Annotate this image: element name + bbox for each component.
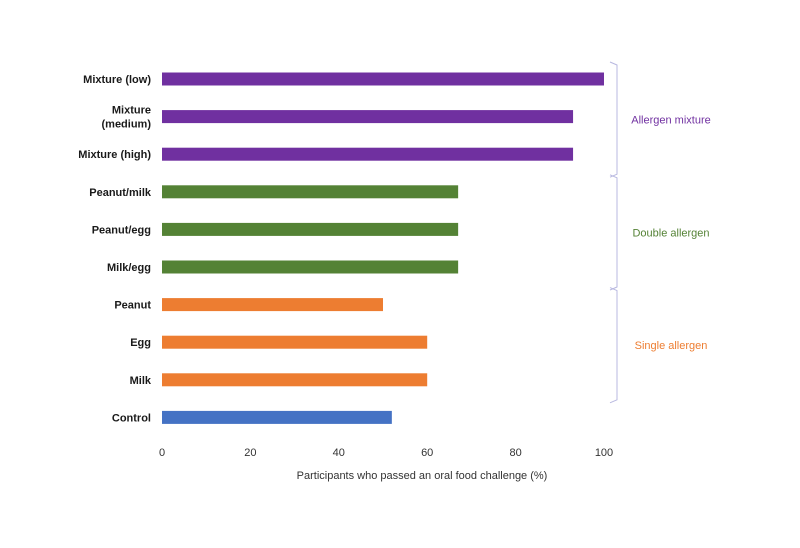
bar xyxy=(162,185,459,199)
bar xyxy=(162,410,392,424)
category-label: Mixture (low) xyxy=(83,74,151,86)
category-label: Egg xyxy=(130,337,151,349)
x-tick-label: 0 xyxy=(159,447,165,459)
x-axis: 0 20 40 60 80 100 xyxy=(159,447,613,459)
group-label: Single allergen xyxy=(635,340,708,352)
bar xyxy=(162,72,604,86)
bar xyxy=(162,147,574,161)
bars-layer xyxy=(162,72,604,424)
x-tick-label: 40 xyxy=(333,447,345,459)
x-tick-label: 100 xyxy=(595,447,613,459)
bar xyxy=(162,222,459,236)
category-label: Mixture (high) xyxy=(78,149,151,161)
bar xyxy=(162,260,459,274)
group-label: Double allergen xyxy=(632,227,709,239)
category-label: Control xyxy=(112,412,151,424)
category-label: Peanut/milk xyxy=(89,187,152,199)
bar xyxy=(162,298,383,312)
category-label: Milk/egg xyxy=(107,262,151,274)
category-label: Mixture (medium) xyxy=(102,105,152,131)
bar xyxy=(162,335,428,349)
x-tick-label: 20 xyxy=(244,447,256,459)
group-bracket xyxy=(609,174,618,291)
group-bracket xyxy=(609,287,618,404)
category-label: Milk xyxy=(130,375,152,387)
group-bracket xyxy=(609,61,618,178)
category-label: Peanut xyxy=(114,300,151,312)
x-tick-label: 60 xyxy=(421,447,433,459)
bar xyxy=(162,110,574,124)
category-label: Peanut/egg xyxy=(92,224,151,236)
group-brackets: Allergen mixture Double allergen Single al… xyxy=(609,61,711,404)
x-tick-label: 80 xyxy=(509,447,521,459)
x-axis-title: Participants who passed an oral food cha… xyxy=(297,470,548,482)
bar xyxy=(162,373,428,387)
category-labels: Mixture (low) Mixture (medium) Mixture (hig… xyxy=(78,74,152,424)
group-label: Allergen mixture xyxy=(631,115,710,127)
